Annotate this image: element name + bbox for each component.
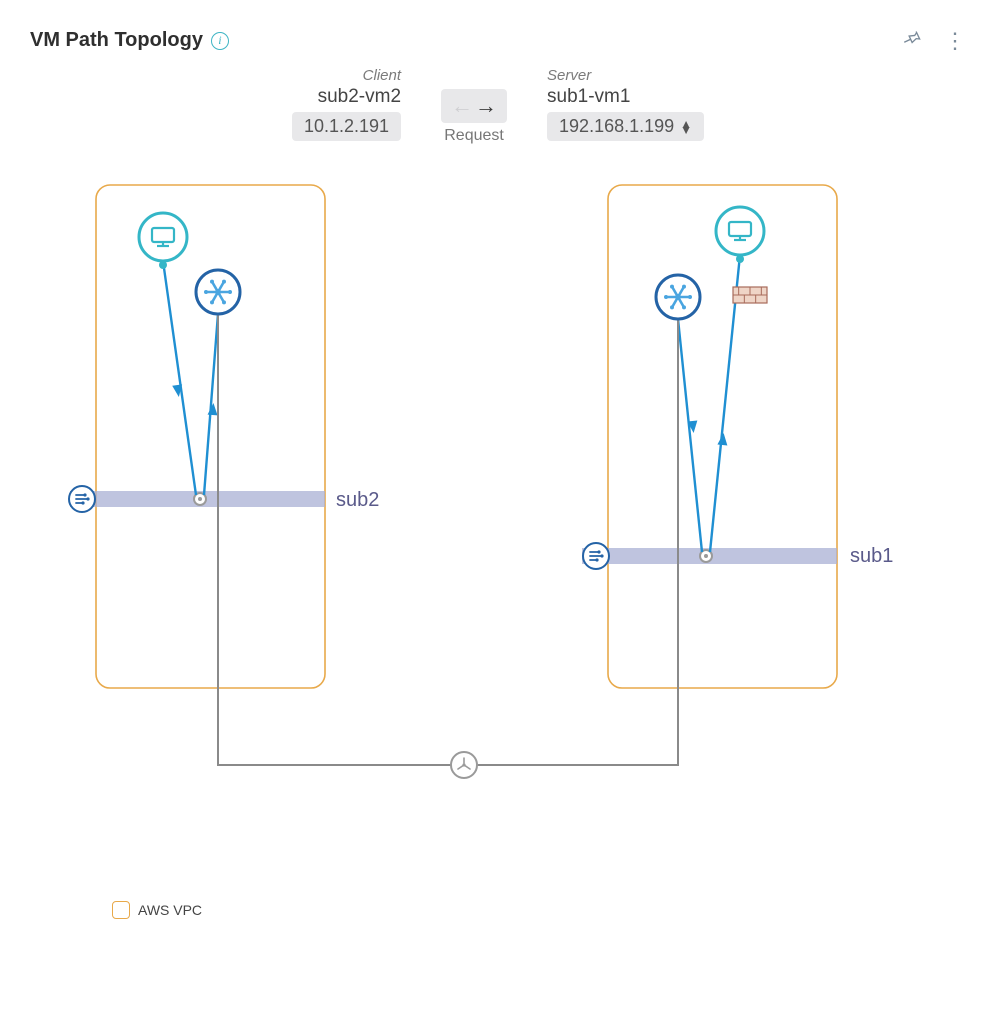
vm-node[interactable] [139, 213, 187, 261]
topology-canvas [0, 145, 996, 965]
legend: AWS VPC [112, 901, 202, 919]
server-ip: 192.168.1.199 [559, 116, 674, 137]
client-name: sub2-vm2 [292, 86, 401, 108]
more-icon[interactable]: ⋮ [944, 30, 966, 52]
page-title: VM Path Topology [30, 29, 203, 52]
backbone-right [477, 319, 678, 765]
server-label: Server [547, 67, 704, 84]
ip-selector-icon[interactable]: ▲▼ [680, 121, 692, 133]
vm-node[interactable] [716, 207, 764, 255]
client-label: Client [292, 67, 401, 84]
path-edge [678, 319, 702, 552]
backbone-left [218, 314, 451, 765]
vpc-box [96, 185, 325, 688]
arrow-right-icon: → [475, 93, 497, 119]
client-ip-badge[interactable]: 10.1.2.191 [292, 112, 401, 141]
server-ip-badge[interactable]: 192.168.1.199 ▲▼ [547, 112, 704, 141]
client-ip: 10.1.2.191 [304, 116, 389, 137]
subnet-right-label: sub1 [850, 545, 893, 568]
pin-icon[interactable] [902, 28, 922, 53]
path-edge [204, 314, 218, 495]
server-meta: Server sub1-vm1 192.168.1.199 ▲▼ [547, 67, 704, 141]
subnet-left-label: sub2 [336, 489, 379, 512]
path-meta: Client sub2-vm2 10.1.2.191 ← → Request S… [0, 67, 996, 145]
info-icon[interactable]: i [211, 32, 229, 50]
direction-label: Request [441, 127, 507, 145]
arrow-left-icon: ← [451, 93, 473, 119]
legend-label-vpc: AWS VPC [138, 902, 202, 918]
legend-swatch-vpc [112, 901, 130, 919]
path-edge [163, 261, 196, 495]
client-meta: Client sub2-vm2 10.1.2.191 [292, 67, 401, 141]
direction-toggle[interactable]: ← → Request [441, 67, 507, 145]
server-name: sub1-vm1 [547, 86, 704, 108]
